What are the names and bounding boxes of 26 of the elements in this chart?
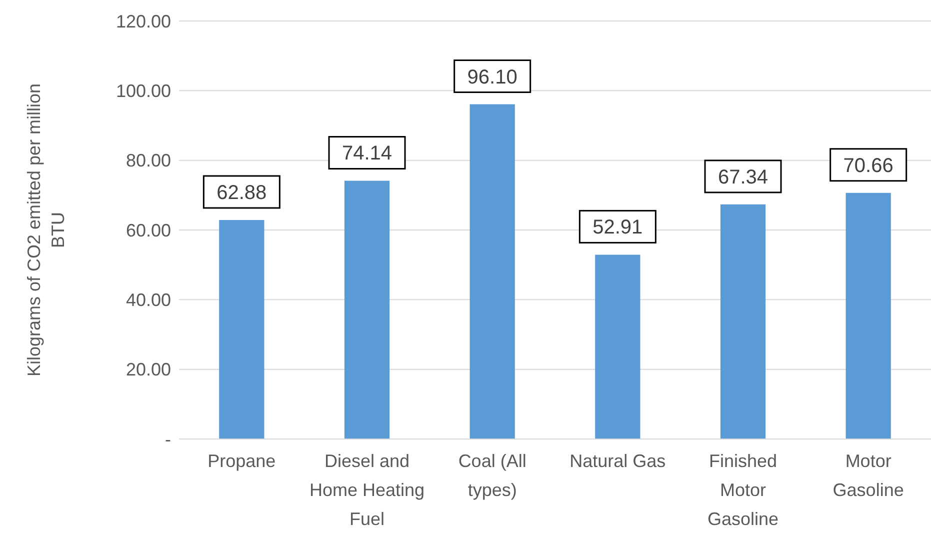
- bar: [470, 104, 515, 439]
- x-tick-label: Diesel and Home Heating Fuel: [309, 451, 425, 529]
- data-label: 52.91: [592, 216, 643, 239]
- data-label: 67.34: [718, 166, 768, 188]
- data-label: 74.14: [342, 142, 392, 165]
- y-axis-title: Kilograms of CO2 emitted per million BTU: [24, 83, 68, 377]
- bar: [219, 220, 264, 439]
- y-tick-label: 60.00: [126, 220, 171, 240]
- y-tick-label: 120.00: [116, 11, 171, 32]
- bar: [846, 192, 891, 439]
- x-tick-label: Natural Gas: [570, 451, 666, 471]
- bar: [595, 254, 640, 439]
- y-tick-label: -: [165, 429, 171, 450]
- data-label: 96.10: [467, 66, 518, 88]
- x-tick-label: Coal (All types): [458, 451, 526, 500]
- bar: [344, 180, 390, 439]
- bar: [720, 204, 766, 439]
- data-label: 62.88: [216, 182, 267, 204]
- y-tick-label: 80.00: [126, 150, 171, 171]
- x-tick-label: Propane: [208, 451, 276, 471]
- x-tick-label: Finished Motor Gasoline: [707, 451, 779, 529]
- y-tick-label: 100.00: [116, 81, 171, 102]
- x-tick-label: Motor Gasoline: [832, 451, 904, 500]
- y-tick-label: 20.00: [126, 360, 171, 380]
- data-label: 70.66: [843, 154, 894, 177]
- y-tick-label: 40.00: [126, 290, 171, 310]
